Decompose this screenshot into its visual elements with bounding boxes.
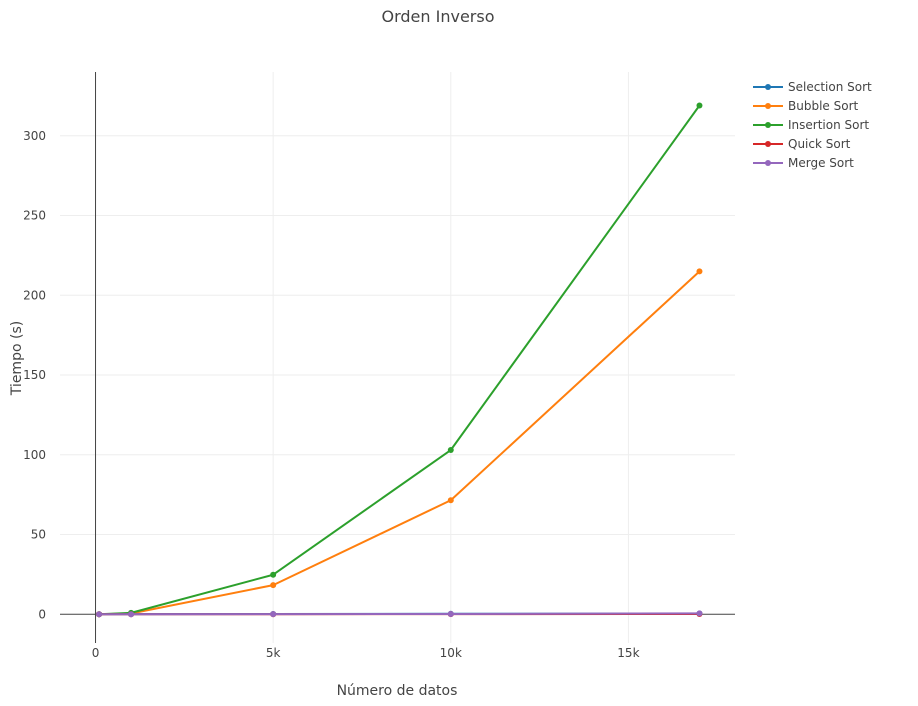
series-line — [99, 613, 699, 614]
y-tick-labels: 0 50 100 150 200 250 300 — [23, 129, 46, 621]
x-axis-title: Número de datos — [337, 683, 458, 699]
y-tick-label: 300 — [23, 129, 46, 143]
y-tick-label: 150 — [23, 368, 46, 382]
data-point — [448, 611, 454, 617]
legend[interactable]: Selection Sort Bubble Sort Insertion Sort Q… — [753, 80, 872, 170]
legend-swatch-marker — [765, 122, 771, 128]
legend-label: Merge Sort — [788, 156, 854, 170]
series-bubble-sort — [96, 268, 702, 617]
x-tick-labels: 0 5k 10k 15k — [92, 646, 640, 660]
y-axis-title: Tiempo (s) — [9, 321, 25, 396]
gridlines — [60, 72, 735, 643]
x-tick-label: 10k — [440, 646, 462, 660]
legend-item[interactable]: Insertion Sort — [753, 118, 869, 132]
series-line — [99, 105, 699, 614]
data-point — [128, 611, 134, 617]
chart-title: Orden Inverso — [382, 7, 495, 26]
y-tick-label: 50 — [31, 528, 46, 542]
y-tick-label: 250 — [23, 209, 46, 223]
y-tick-label: 100 — [23, 448, 46, 462]
data-point — [696, 102, 702, 108]
legend-swatch-marker — [765, 141, 771, 147]
legend-item[interactable]: Selection Sort — [753, 80, 872, 94]
data-point — [96, 611, 102, 617]
x-tick-label: 15k — [617, 646, 639, 660]
series-merge-sort — [96, 610, 702, 617]
data-point — [270, 572, 276, 578]
legend-swatch-marker — [765, 84, 771, 90]
legend-label: Bubble Sort — [788, 99, 858, 113]
legend-swatch-marker — [765, 160, 771, 166]
x-tick-label: 0 — [92, 646, 100, 660]
data-point — [696, 610, 702, 616]
legend-label: Insertion Sort — [788, 118, 869, 132]
data-point — [448, 447, 454, 453]
axes — [60, 72, 735, 643]
legend-label: Selection Sort — [788, 80, 872, 94]
x-tick-label: 5k — [266, 646, 281, 660]
y-tick-label: 200 — [23, 288, 46, 302]
data-point — [448, 497, 454, 503]
legend-item[interactable]: Quick Sort — [753, 137, 851, 151]
series-line — [99, 271, 699, 614]
data-point — [270, 582, 276, 588]
legend-label: Quick Sort — [788, 137, 851, 151]
legend-swatch-marker — [765, 103, 771, 109]
y-tick-label: 0 — [38, 607, 46, 621]
legend-item[interactable]: Bubble Sort — [753, 99, 858, 113]
series-insertion-sort — [96, 102, 702, 617]
legend-item[interactable]: Merge Sort — [753, 156, 854, 170]
series-lines — [96, 102, 702, 617]
data-point — [270, 611, 276, 617]
data-point — [696, 268, 702, 274]
